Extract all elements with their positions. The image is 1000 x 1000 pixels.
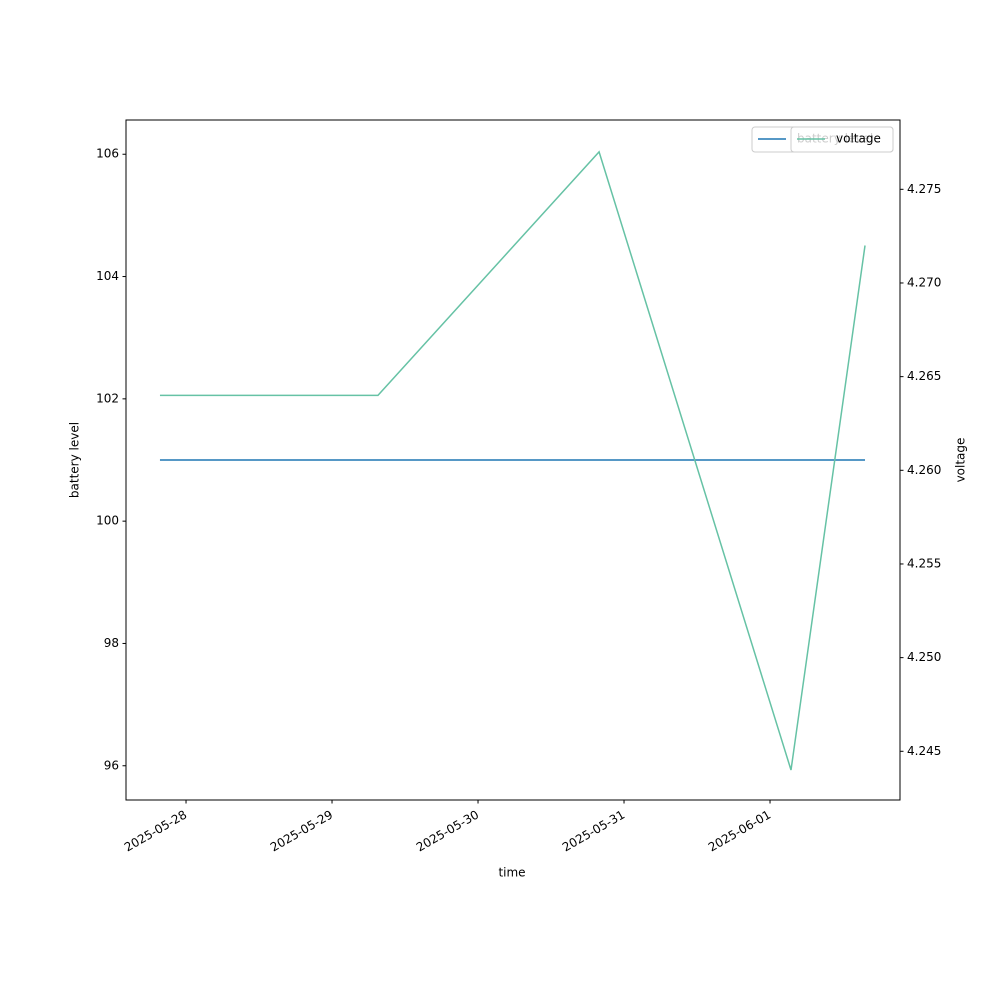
y-tick-label: 98: [104, 636, 119, 650]
y2-tick-label: 4.265: [907, 369, 941, 383]
legend-box: [790, 126, 894, 153]
legend-label: voltage: [836, 132, 881, 146]
y2-tick-label: 4.250: [907, 650, 941, 664]
x-tick-label: 2025-05-31: [560, 808, 627, 855]
y2-tick-label: 4.275: [907, 182, 941, 196]
y-tick-label: 96: [104, 758, 119, 772]
series-line: [159, 150, 866, 771]
plot-frame: [125, 119, 901, 801]
y-tick-label: 104: [96, 269, 119, 283]
y-axis-label: battery level: [68, 422, 82, 498]
y2-axis-label: voltage: [954, 438, 968, 483]
y2-tick-label: 4.260: [907, 463, 941, 477]
y2-tick-label: 4.270: [907, 275, 941, 289]
y-tick-label: 102: [96, 391, 119, 405]
x-axis-label: time: [498, 866, 525, 880]
y2-tick-label: 4.255: [907, 556, 941, 570]
y2-tick-label: 4.245: [907, 744, 941, 758]
x-tick-label: 2025-05-30: [414, 808, 481, 855]
x-tick-label: 2025-06-01: [706, 808, 773, 855]
x-tick-label: 2025-05-28: [122, 808, 189, 855]
x-tick-label: 2025-05-29: [268, 808, 335, 855]
y-tick-label: 106: [96, 147, 119, 161]
y-tick-label: 100: [96, 514, 119, 528]
